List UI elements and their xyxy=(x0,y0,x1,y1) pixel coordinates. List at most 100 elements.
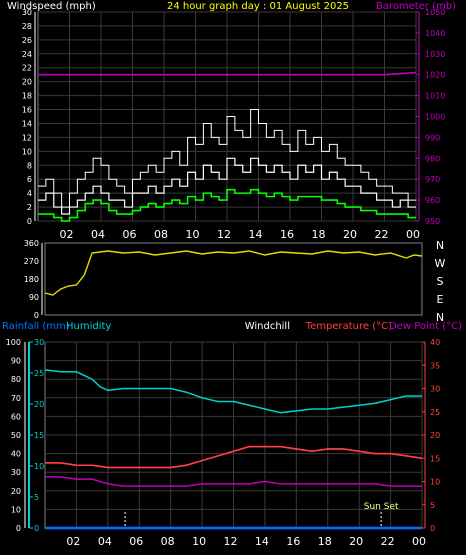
direction-y-tick-label: 90 xyxy=(29,293,39,302)
wind-x-tick-label: 10 xyxy=(186,228,200,241)
temperature-y-tick-label: 30 xyxy=(430,385,440,394)
wind-x-tick-label: 02 xyxy=(60,228,74,241)
wind-y-tick-label: 20 xyxy=(22,78,32,87)
humidity-line xyxy=(44,369,422,414)
temperature-x-tick-label: 20 xyxy=(349,535,363,548)
humidity-axis-title: Humidity xyxy=(66,321,111,332)
wind-x-tick-label: 20 xyxy=(343,228,357,241)
barometer-axis-title: Barometer (mb) xyxy=(376,1,456,12)
temperature-x-tick-label: 00 xyxy=(412,535,426,548)
rainfall-y-tick-label: 0 xyxy=(34,524,39,533)
humidity-y-tick-label: 100 xyxy=(6,338,21,347)
barometer-y-tick-label: 1050 xyxy=(425,8,445,17)
wind-gust-line xyxy=(38,109,416,208)
wind-y-tick-label: 28 xyxy=(22,22,32,31)
rainfall-y-tick-label: 25 xyxy=(34,369,44,378)
rainfall-axis-title: Rainfall (mm) xyxy=(2,321,70,332)
wind-y-tick-label: 14 xyxy=(22,119,32,128)
temperature-y-tick-label: 20 xyxy=(430,431,440,440)
humidity-y-tick-label: 60 xyxy=(11,412,21,421)
temperature-axis-title: Temperature (°C) xyxy=(305,321,392,332)
humidity-y-tick-label: 0 xyxy=(16,524,21,533)
wind-y-tick-label: 12 xyxy=(22,133,32,142)
direction-y-tick-label: 0 xyxy=(34,311,39,320)
wind-y-tick-label: 26 xyxy=(22,36,32,45)
average-wind-line xyxy=(38,188,416,222)
humidity-y-tick-label: 50 xyxy=(11,431,21,440)
wind-y-tick-label: 10 xyxy=(22,147,32,156)
temperature-y-tick-label: 10 xyxy=(430,478,440,487)
sunset-label: Sun Set xyxy=(364,502,399,512)
temperature-x-tick-label: 06 xyxy=(129,535,143,548)
humidity-y-tick-label: 30 xyxy=(11,468,21,477)
temperature-x-tick-label: 16 xyxy=(286,535,300,548)
temperature-x-tick-label: 14 xyxy=(255,535,269,548)
direction-compass-label: N xyxy=(436,311,444,324)
wind-y-tick-label: 4 xyxy=(27,189,32,198)
wind-x-tick-label: 14 xyxy=(249,228,263,241)
direction-plot-frame xyxy=(44,242,423,316)
barometer-line xyxy=(38,71,417,76)
temperature-y-tick-label: 0 xyxy=(430,524,435,533)
direction-y-tick-label: 180 xyxy=(24,275,39,284)
humidity-y-tick-label: 70 xyxy=(11,394,21,403)
temperature-x-tick-label: 22 xyxy=(381,535,395,548)
wind-direction-line xyxy=(44,250,423,296)
barometer-y-tick-label: 1040 xyxy=(425,29,445,38)
wind-x-tick-label: 22 xyxy=(375,228,389,241)
temperature-y-tick-label: 5 xyxy=(430,501,435,510)
windchill-line xyxy=(45,445,423,469)
wind-x-tick-label: 12 xyxy=(217,228,231,241)
humidity-y-tick-label: 10 xyxy=(11,505,21,514)
barometer-y-tick-label: 960 xyxy=(425,196,440,205)
rainfall-y-tick-label: 10 xyxy=(34,462,44,471)
direction-compass-label: S xyxy=(437,275,444,288)
wind-y-tick-label: 16 xyxy=(22,106,32,115)
wind-x-tick-label: 18 xyxy=(312,228,326,241)
temperature-x-tick-label: 02 xyxy=(66,535,80,548)
barometer-y-tick-label: 1000 xyxy=(425,113,445,122)
humidity-y-tick-label: 20 xyxy=(11,487,21,496)
graph-title: 24 hour graph day : 01 August 2025 xyxy=(167,1,349,12)
temperature-x-tick-label: 18 xyxy=(318,535,332,548)
wind-y-tick-label: 24 xyxy=(22,50,32,59)
dewpoint-line xyxy=(45,476,422,487)
rainfall-y-tick-label: 5 xyxy=(34,493,39,502)
direction-y-tick-label: 270 xyxy=(24,257,39,266)
barometer-y-tick-label: 980 xyxy=(425,154,440,163)
wind-y-tick-label: 18 xyxy=(22,92,32,101)
barometer-y-tick-label: 990 xyxy=(425,133,440,142)
wind-x-tick-label: 16 xyxy=(280,228,294,241)
wind-y-tick-label: 0 xyxy=(27,217,32,226)
barometer-y-tick-label: 970 xyxy=(425,175,440,184)
direction-compass-label: E xyxy=(437,293,444,306)
wind-y-tick-label: 30 xyxy=(22,8,32,17)
temperature-y-tick-label: 25 xyxy=(430,408,440,417)
direction-compass-label: N xyxy=(436,239,444,252)
barometer-y-tick-label: 1010 xyxy=(425,92,445,101)
temperature-x-tick-label: 08 xyxy=(161,535,175,548)
barometer-y-tick-label: 950 xyxy=(425,217,440,226)
humidity-y-tick-label: 80 xyxy=(11,375,21,384)
temperature-x-tick-label: 10 xyxy=(192,535,206,548)
wind-y-tick-label: 6 xyxy=(27,175,32,184)
windspeed-axis-title: Windspeed (mph) xyxy=(7,1,96,12)
humidity-y-tick-label: 90 xyxy=(11,357,21,366)
wind-x-tick-label: 00 xyxy=(406,228,420,241)
rainfall-y-tick-label: 20 xyxy=(34,400,44,409)
rainfall-y-tick-label: 30 xyxy=(34,338,44,347)
temperature-x-tick-label: 12 xyxy=(224,535,238,548)
wind-x-tick-label: 04 xyxy=(91,228,105,241)
humidity-y-tick-label: 40 xyxy=(11,450,21,459)
temperature-y-tick-label: 35 xyxy=(430,361,440,370)
barometer-y-tick-label: 1020 xyxy=(425,71,445,80)
barometer-y-tick-label: 1030 xyxy=(425,50,445,59)
temperature-x-tick-label: 04 xyxy=(98,535,112,548)
temperature-y-tick-label: 15 xyxy=(430,454,440,463)
temperature-y-tick-label: 40 xyxy=(430,338,440,347)
wind-y-tick-label: 8 xyxy=(27,161,32,170)
direction-y-tick-label: 360 xyxy=(24,239,39,248)
wind-y-tick-label: 22 xyxy=(22,64,32,73)
